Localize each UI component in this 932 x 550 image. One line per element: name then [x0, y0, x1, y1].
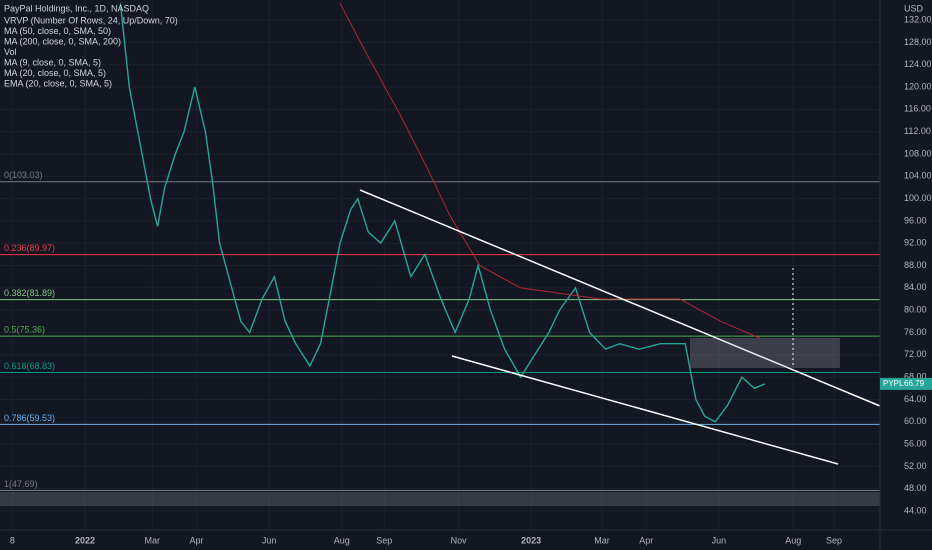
y-tick-label: 84.00	[904, 282, 927, 292]
fib-label: 0.5(75.36)	[4, 324, 45, 334]
fib-band	[0, 492, 880, 506]
x-tick-label: Apr	[639, 535, 653, 545]
axes: 44.00 48.00 52.00 56.00 60.00 64.00 68.00 72.00…	[10, 14, 932, 545]
y-tick-label: 92.00	[904, 238, 927, 248]
y-tick-label: 60.00	[904, 416, 927, 426]
target-box	[690, 338, 840, 368]
legend-entry: VRVP (Number Of Rows, 24, Up/Down, 70)	[4, 15, 178, 25]
y-tick-label: 96.00	[904, 215, 927, 225]
legend-entry: MA (200, close, 0, SMA, 200)	[4, 36, 121, 46]
x-tick-label: Aug	[785, 535, 801, 545]
y-tick-label: 104.00	[904, 171, 932, 181]
fib-label: 0(103.03)	[4, 170, 43, 180]
x-tick-label: Apr	[190, 535, 204, 545]
trend-line-upper	[359, 189, 881, 407]
x-tick-label: 8	[10, 535, 15, 545]
x-tick-label: Sep	[826, 535, 842, 545]
y-tick-label: 100.00	[904, 193, 932, 203]
y-tick-label: 116.00	[904, 104, 931, 114]
legend-entry: EMA (20, close, 0, SMA, 5)	[4, 78, 112, 88]
price-tag	[880, 377, 932, 390]
y-tick-label: 68.00	[904, 372, 927, 382]
y-tick-label: 56.00	[904, 438, 927, 448]
y-tick-label: 108.00	[904, 148, 932, 158]
price-line	[119, 3, 766, 423]
fib-label: 0.382(81.89)	[4, 288, 55, 298]
y-tick-label: 120.00	[904, 81, 932, 91]
price-tag-value: 66.79	[904, 379, 925, 388]
x-tick-label: Aug	[334, 535, 350, 545]
y-tick-label: 112.00	[904, 126, 931, 136]
y-tick-label: 44.00	[904, 505, 927, 515]
series	[119, 3, 766, 423]
y-tick-label: 80.00	[904, 305, 927, 315]
legend-entry: MA (9, close, 0, SMA, 5)	[4, 57, 101, 67]
fib-label: 0.236(89.97)	[4, 243, 55, 253]
x-tick-label: Mar	[594, 535, 610, 545]
fib-retracement: 0(103.03) 0.236(89.97) 0.382(81.89) 0.5(75.…	[0, 170, 880, 491]
x-tick-label: 2023	[521, 535, 541, 545]
fib-label: 0.786(59.53)	[4, 413, 55, 423]
price-tag-symbol: PYPL	[883, 379, 904, 388]
y-tick-label: 72.00	[904, 349, 927, 359]
x-tick-label: Nov	[451, 535, 468, 545]
y-tick-label: 128.00	[904, 37, 932, 47]
y-tick-label: 48.00	[904, 483, 927, 493]
x-tick-label: 2022	[75, 535, 95, 545]
y-tick-label: 88.00	[904, 260, 927, 270]
currency: USD	[904, 3, 924, 13]
legend: PayPal Holdings, Inc., 1D, NASDAQ VRVP (…	[4, 3, 178, 88]
fib-label: 0.618(68.83)	[4, 361, 55, 371]
y-tick-label: 124.00	[904, 59, 932, 69]
fib-label: 1(47.69)	[4, 479, 38, 489]
y-tick-label: 52.00	[904, 461, 927, 471]
grid	[0, 0, 880, 530]
chart-title: PayPal Holdings, Inc., 1D, NASDAQ	[4, 3, 149, 13]
y-tick-label: 64.00	[904, 394, 927, 404]
x-tick-label: Jun	[712, 535, 727, 545]
trend-line-lower	[451, 355, 839, 465]
y-tick-label: 132.00	[904, 14, 932, 24]
legend-entry: MA (50, close, 0, SMA, 50)	[4, 26, 111, 36]
x-tick-label: Mar	[145, 535, 161, 545]
legend-entry: MA (20, close, 0, SMA, 5)	[4, 68, 106, 78]
price-line	[339, 3, 760, 339]
x-tick-label: Sep	[376, 535, 392, 545]
legend-entry: Vol	[4, 47, 17, 57]
y-tick-label: 76.00	[904, 327, 927, 337]
x-tick-label: Jun	[262, 535, 277, 545]
